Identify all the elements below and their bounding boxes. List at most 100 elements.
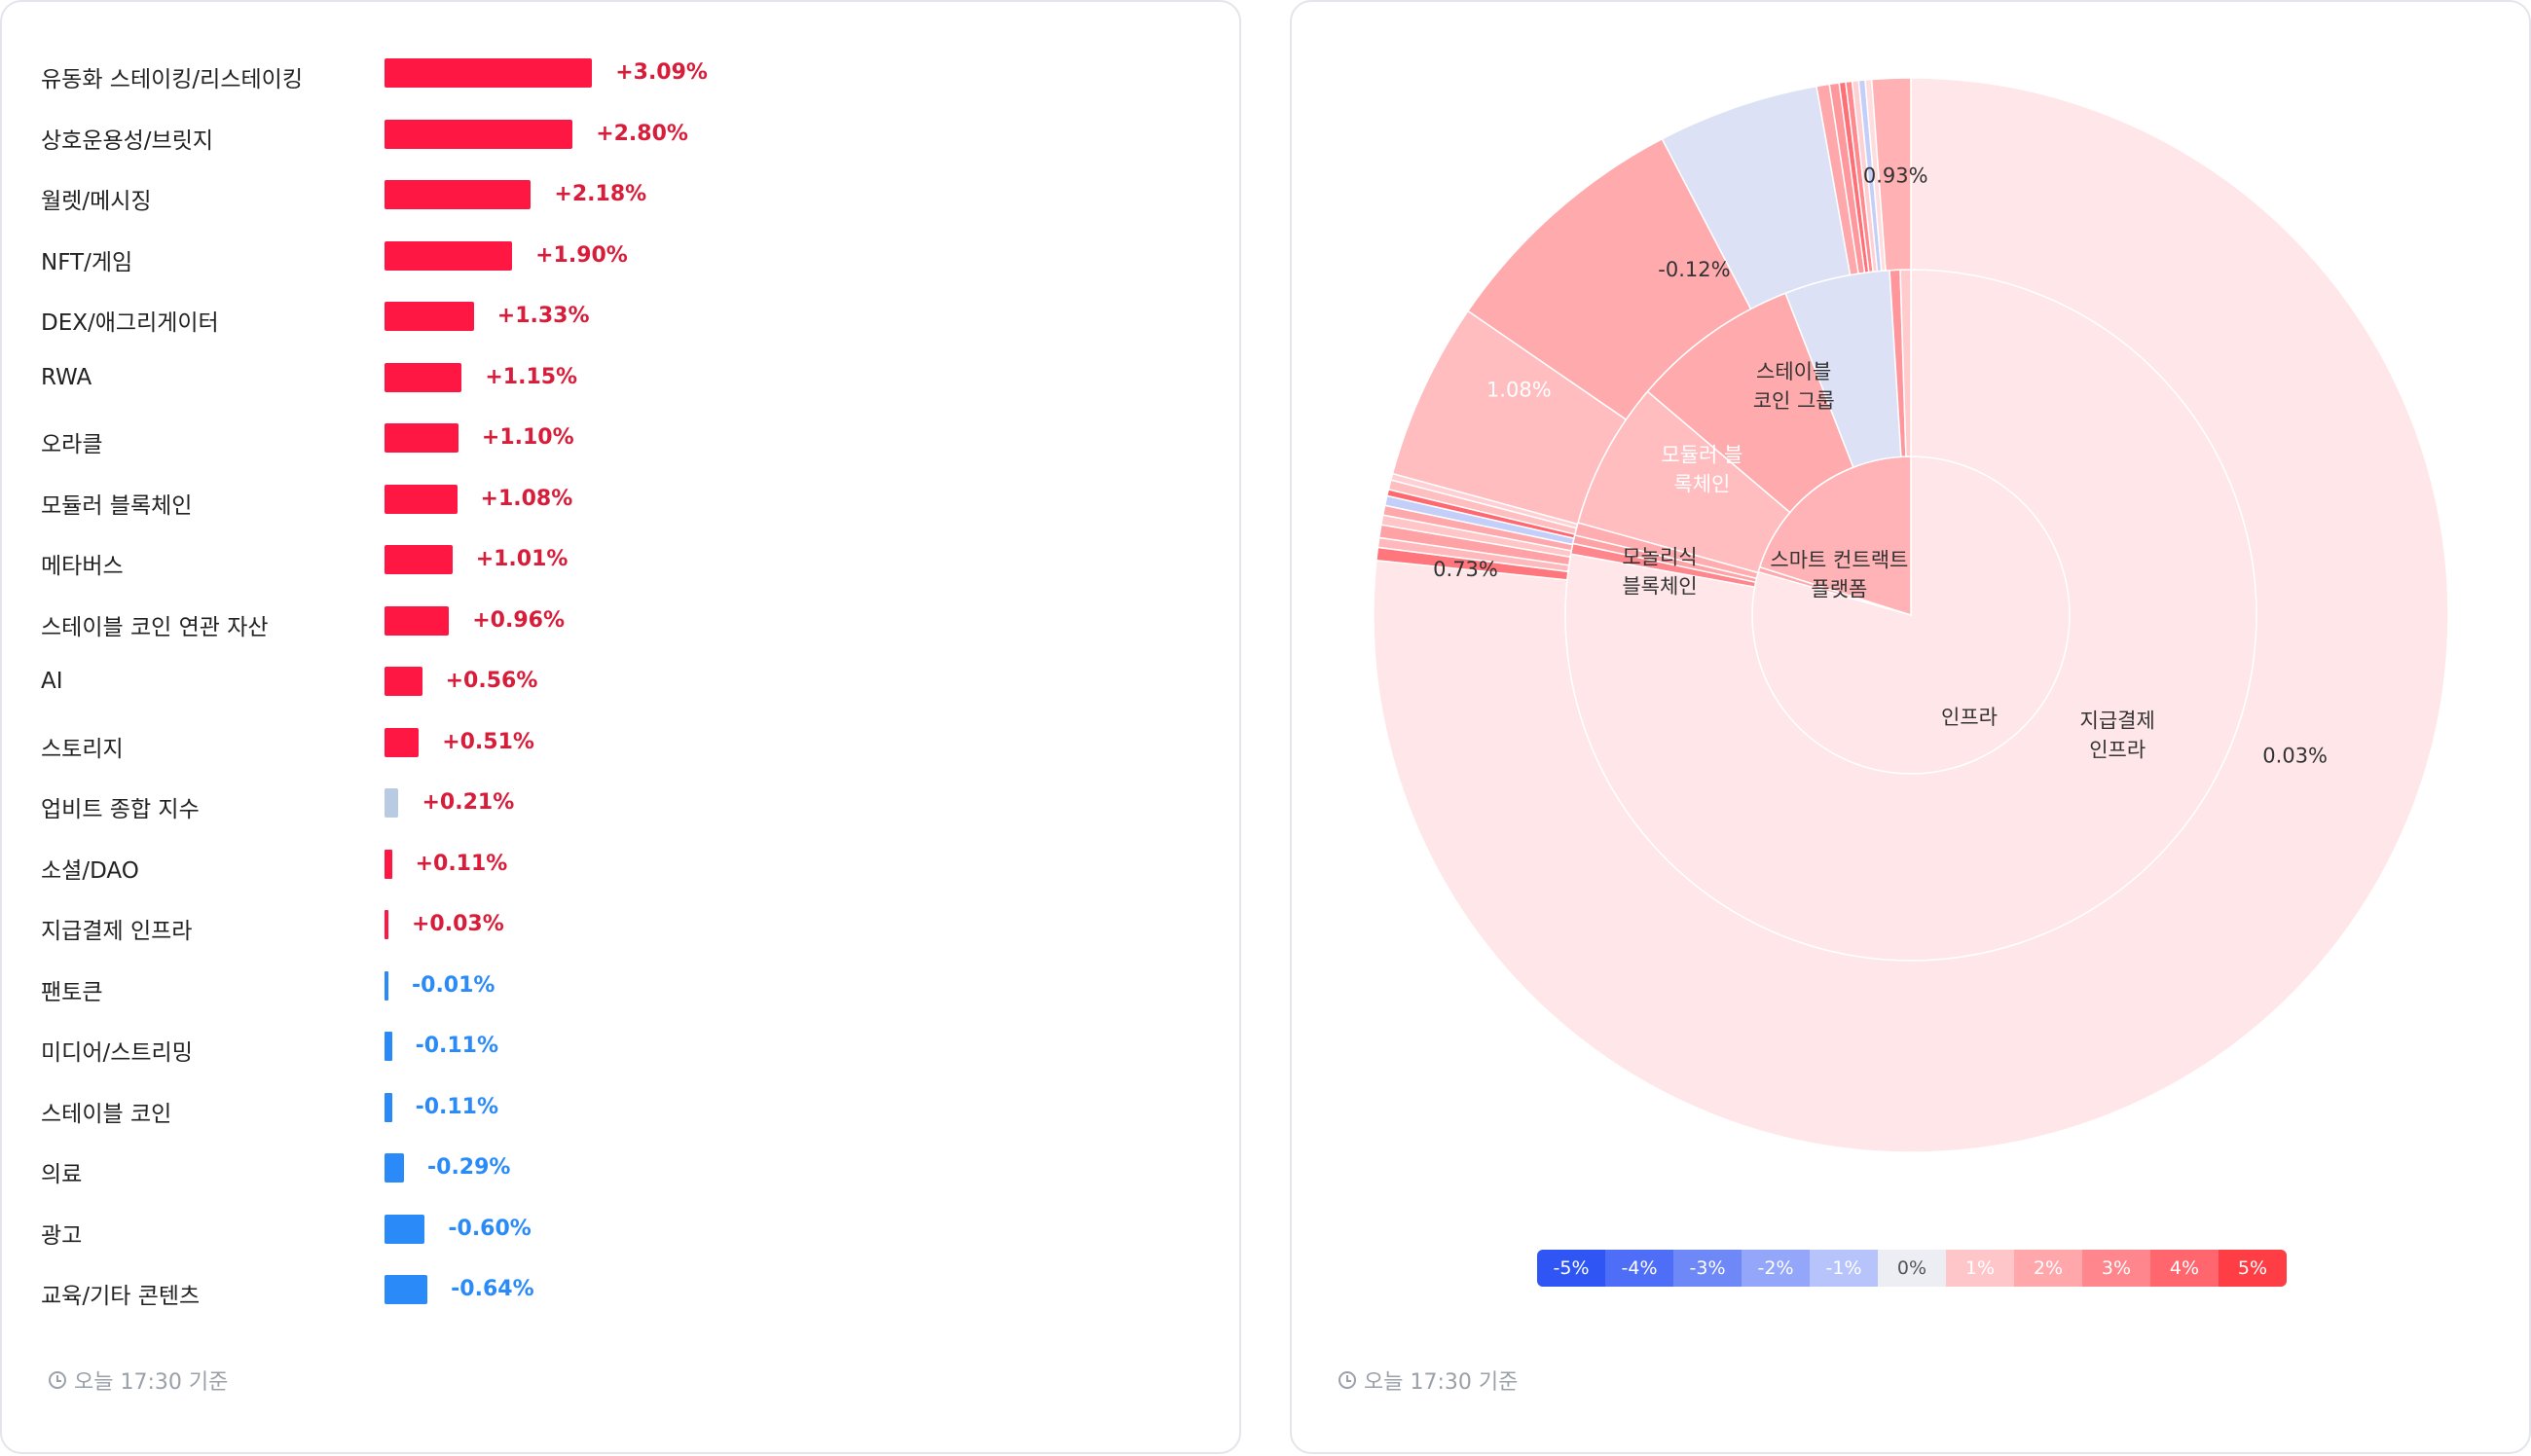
bar-category-label: 스테이블 코인 [41, 1101, 172, 1127]
bar-value-label: +0.03% [412, 912, 504, 936]
outer-segment-label: 0.03% [2262, 745, 2328, 768]
bar-category-label: RWA [41, 364, 92, 390]
bar-mark [385, 302, 474, 331]
bar-category-label: 소셜/DAO [41, 857, 139, 884]
update-time-text: 오늘 17:30 기준 [1364, 1370, 1519, 1395]
bar-value-label: +1.08% [480, 486, 573, 511]
color-scale-legend: -5% -4% -3% -2% -1% 0% 1% 2% 3% 4% 5% [1537, 1250, 2287, 1287]
outer-segment-label: 1.08% [1486, 379, 1552, 402]
outer-segment-label: 0.73% [1433, 558, 1498, 581]
legend-swatch: -2% [1742, 1250, 1810, 1287]
bar-row: 교육/기타 콘텐츠 -0.64% [41, 1273, 1239, 1312]
bar-category-label: 스테이블 코인 연관 자산 [41, 614, 269, 640]
bar-value-label: +1.90% [535, 242, 628, 268]
bar-mark [385, 1275, 428, 1304]
legend-swatch: 5% [2219, 1250, 2287, 1287]
bar-category-label: 미디어/스트리밍 [41, 1040, 193, 1066]
bar-mark [385, 484, 458, 514]
bar-category-label: 오라클 [41, 432, 103, 457]
bar-mark [385, 667, 422, 696]
update-time: 오늘 17:30 기준 [49, 1365, 228, 1396]
bar-row: 스테이블 코인 -0.11% [41, 1091, 1239, 1130]
bar-row: 업비트 종합 지수 +0.21% [41, 786, 1239, 825]
bar-mark [385, 605, 450, 636]
bar-value-label: +0.56% [445, 669, 538, 693]
bar-category-label: 메타버스 [41, 554, 124, 579]
bar-row: 스테이블 코인 연관 자산 +0.96% [41, 604, 1239, 643]
bar-mark [385, 1153, 404, 1183]
bar-row: 오라클 +1.10% [41, 421, 1239, 460]
legend-swatch: 0% [1878, 1250, 1946, 1287]
bar-mark [385, 1032, 392, 1061]
bar-category-label: 상호운용성/브릿지 [41, 127, 214, 154]
bar-category-label: 교육/기타 콘텐츠 [41, 1284, 201, 1309]
bar-row: 메타버스 +1.01% [41, 543, 1239, 582]
bar-row: 스토리지 +0.51% [41, 726, 1239, 765]
bar-value-label: +2.18% [554, 182, 647, 206]
bar-category-label: 업비트 종합 지수 [41, 797, 200, 822]
outer-ring-segment[interactable] [1373, 77, 2449, 1153]
bar-category-label: 지급결제 인프라 [41, 919, 193, 944]
bar-value-label: +3.09% [615, 60, 708, 85]
middle-segment-label: 코인 그룹 [1753, 389, 1835, 413]
bar-mark [385, 970, 388, 1001]
bar-row: 월렛/메시징 +2.18% [41, 178, 1239, 217]
bar-row: 유동화 스테이킹/리스테이킹 +3.09% [41, 56, 1239, 95]
legend-swatch: 3% [2082, 1250, 2150, 1287]
bar-row: AI +0.56% [41, 665, 1239, 704]
bar-row: 광고 -0.60% [41, 1213, 1239, 1252]
bar-value-label: +1.10% [481, 425, 574, 450]
bar-mark [385, 1092, 392, 1122]
middle-segment-label: 모놀리식 [1622, 546, 1697, 569]
bar-category-label: 스토리지 [41, 736, 124, 762]
outer-segment-label: -0.12% [1658, 258, 1730, 281]
bar-mark [385, 727, 420, 757]
bar-row: 미디어/스트리밍 -0.11% [41, 1030, 1239, 1069]
middle-segment-label: 블록체인 [1622, 575, 1697, 599]
bar-row: 의료 -0.29% [41, 1151, 1239, 1190]
bar-value-label: +1.33% [496, 304, 590, 328]
bar-row: 모듈러 블록체인 +1.08% [41, 483, 1239, 522]
bar-row: 소셜/DAO +0.11% [41, 848, 1239, 887]
legend-swatch: -3% [1673, 1250, 1742, 1287]
legend-swatch: 1% [1946, 1250, 2014, 1287]
bar-row: 지급결제 인프라 +0.03% [41, 908, 1239, 947]
bar-value-label: +0.11% [415, 851, 508, 876]
inner-segment-label: 플랫폼 [1811, 578, 1867, 601]
bar-mark [385, 180, 532, 209]
bar-category-label: 월렛/메시징 [41, 189, 152, 214]
bar-mark [385, 119, 573, 149]
bar-mark [385, 1214, 425, 1244]
bar-value-label: -0.01% [412, 972, 495, 998]
legend-swatch: -1% [1810, 1250, 1878, 1287]
bar-mark [385, 910, 388, 939]
bar-mark [385, 788, 399, 818]
update-time: 오늘 17:30 기준 [1339, 1365, 1518, 1396]
middle-segment-label: 록체인 [1673, 473, 1730, 496]
bar-category-label: 광고 [41, 1222, 83, 1249]
bar-category-label: DEX/애그리게이터 [41, 310, 219, 336]
inner-segment-label: 스마트 컨트랙트 [1770, 549, 1908, 572]
outer-ring-segment[interactable] [1870, 77, 1912, 272]
middle-segment-label: 모듈러 블 [1661, 444, 1742, 467]
bar-category-label: 팬토큰 [41, 979, 103, 1005]
bar-mark [385, 849, 392, 879]
middle-segment-label: 인프라 [2089, 739, 2146, 762]
inner-segment-label: 인프라 [1941, 706, 1998, 729]
bar-value-label: +1.15% [485, 364, 578, 389]
outer-segment-label: 0.93% [1863, 164, 1928, 187]
bar-row: RWA +1.15% [41, 361, 1239, 400]
bar-row: DEX/애그리게이터 +1.33% [41, 300, 1239, 339]
bar-mark [385, 240, 513, 271]
bar-value-label: +2.80% [596, 121, 688, 146]
legend-swatch: -5% [1537, 1250, 1605, 1287]
bar-value-label: -0.11% [415, 1094, 499, 1119]
bar-value-label: -0.64% [451, 1277, 534, 1301]
legend-swatch: -4% [1605, 1250, 1673, 1287]
bar-category-label: 의료 [41, 1162, 83, 1187]
update-time-text: 오늘 17:30 기준 [74, 1370, 229, 1395]
legend-swatch: 4% [2150, 1250, 2219, 1287]
bar-mark [385, 545, 453, 574]
bar-category-label: AI [41, 669, 63, 694]
